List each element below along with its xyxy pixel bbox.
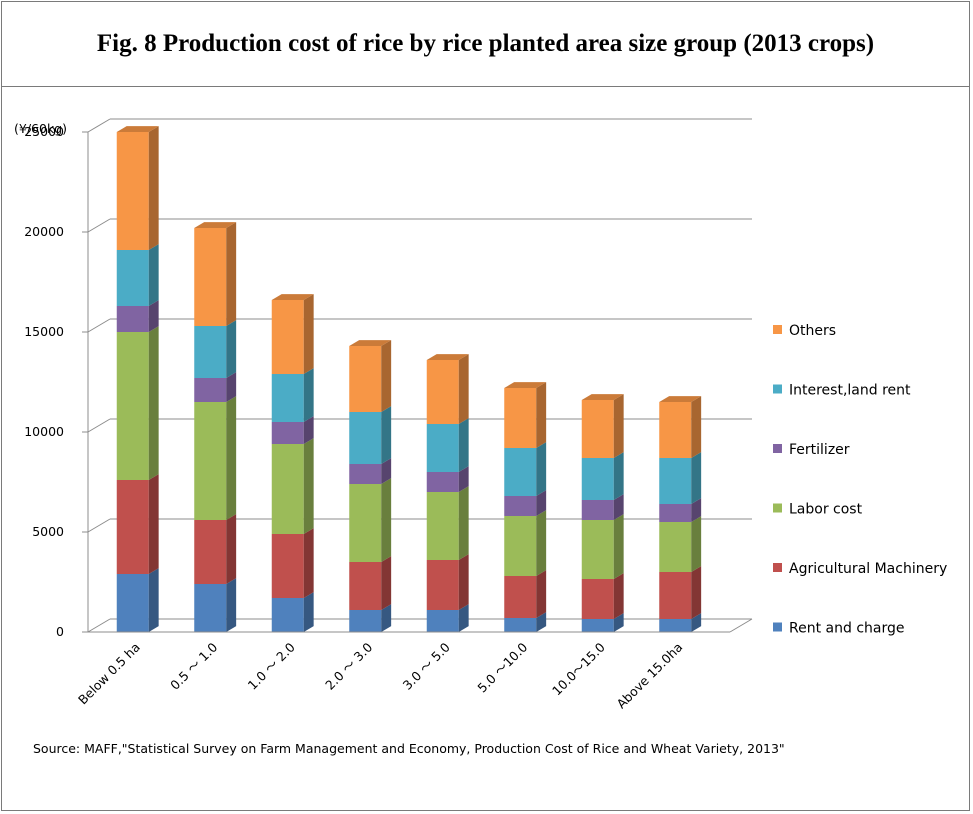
bar-segment bbox=[426, 466, 469, 492]
legend-label: Rent and charge bbox=[789, 621, 904, 637]
legend-item: Interest,land rent bbox=[773, 383, 911, 399]
bar-segment bbox=[116, 244, 159, 306]
bar-segment bbox=[194, 320, 237, 378]
x-tick-label: 0.5 ～ 1.0 bbox=[167, 639, 220, 692]
bar-segment bbox=[426, 486, 469, 560]
bar-segment bbox=[426, 418, 469, 472]
title-box: Fig. 8 Production cost of rice by rice p… bbox=[2, 2, 969, 87]
bar-segment bbox=[271, 294, 314, 374]
bar-segment bbox=[504, 570, 547, 618]
bar-segment bbox=[581, 452, 624, 500]
bar-segment bbox=[116, 300, 159, 332]
bars bbox=[116, 126, 702, 632]
legend-item: Others bbox=[773, 323, 836, 339]
x-tick-label: 5.0 ～10.0 bbox=[474, 639, 530, 695]
legend-item: Fertilizer bbox=[773, 442, 850, 458]
bar-segment bbox=[581, 573, 624, 619]
x-axis-depth bbox=[729, 618, 753, 633]
bar-segment bbox=[116, 126, 159, 250]
legend-swatch bbox=[773, 384, 782, 394]
legend-swatch bbox=[773, 563, 782, 572]
gridline-depth bbox=[87, 318, 111, 333]
legend-swatch bbox=[773, 325, 782, 334]
x-tick-label: Below 0.5 ha bbox=[75, 640, 143, 708]
bar-segment bbox=[271, 368, 314, 422]
bar-segment bbox=[426, 354, 469, 424]
gridline-depth bbox=[87, 418, 111, 433]
legend-swatch bbox=[773, 503, 782, 513]
bar-segment bbox=[581, 613, 624, 632]
gridline-depth bbox=[87, 518, 111, 533]
bar-segment bbox=[581, 394, 624, 458]
bar-segment bbox=[504, 442, 547, 496]
bar-segment bbox=[659, 516, 702, 572]
x-tick-label: 1.0 ～ 2.0 bbox=[245, 639, 298, 692]
bar-segment bbox=[271, 592, 314, 632]
bar-segment bbox=[581, 514, 624, 579]
x-tick-label: 2.0 ～ 3.0 bbox=[322, 639, 375, 692]
x-tick-label: Above 15.0ha bbox=[614, 640, 686, 712]
gridline-depth bbox=[87, 118, 111, 133]
gridline-depth bbox=[87, 218, 111, 233]
legend-item: Labor cost bbox=[773, 502, 863, 518]
bar-segment bbox=[349, 406, 392, 464]
bar-segment bbox=[349, 604, 392, 632]
bar-segment bbox=[271, 416, 314, 444]
y-tick-label: 0 bbox=[56, 624, 64, 639]
bar-segment bbox=[504, 612, 547, 632]
y-tick-label: 10000 bbox=[24, 424, 64, 439]
legend-item: Agricultural Machinery bbox=[773, 561, 947, 577]
bar-segment bbox=[271, 528, 314, 598]
bar-segment bbox=[116, 568, 159, 632]
legend-label: Agricultural Machinery bbox=[789, 561, 947, 577]
bar-segment bbox=[194, 514, 237, 584]
legend: Others Interest,land rent Fertilizer Labor … bbox=[773, 323, 947, 637]
bar-segment bbox=[659, 498, 702, 522]
legend-label: Labor cost bbox=[789, 502, 863, 518]
bar-segment bbox=[116, 474, 159, 574]
bar-segment bbox=[659, 566, 702, 619]
gridline-depth bbox=[87, 618, 111, 633]
legend-swatch bbox=[773, 444, 782, 453]
legend-label: Fertilizer bbox=[789, 442, 850, 458]
legend-label: Interest,land rent bbox=[789, 383, 911, 399]
bar-segment bbox=[659, 396, 702, 458]
y-tick-label: 25000 bbox=[24, 124, 64, 139]
bar-segment bbox=[659, 613, 702, 632]
y-tick-label: 15000 bbox=[24, 324, 64, 339]
bar-segment bbox=[194, 222, 237, 326]
bar-segment bbox=[349, 478, 392, 562]
bar-segment bbox=[349, 458, 392, 484]
legend-swatch bbox=[773, 622, 782, 632]
y-tick-label: 5000 bbox=[32, 524, 64, 539]
y-axis-label: (¥/60kg) bbox=[14, 121, 67, 136]
legend-label: Others bbox=[789, 323, 836, 339]
legend-item: Rent and charge bbox=[773, 621, 904, 637]
chart-title: Fig. 8 Production cost of rice by rice p… bbox=[96, 30, 875, 57]
source-note: Source: MAFF,"Statistical Survey on Farm… bbox=[33, 741, 785, 756]
bar-segment bbox=[194, 578, 237, 632]
bar-segment bbox=[349, 556, 392, 610]
x-tick-label: 10.0～15.0 bbox=[549, 639, 608, 698]
bar-segment bbox=[504, 382, 547, 448]
bar-segment bbox=[659, 452, 702, 504]
bar-segment bbox=[504, 490, 547, 516]
bar-segment bbox=[504, 510, 547, 576]
bar-segment bbox=[194, 396, 237, 520]
grid-lines bbox=[87, 118, 752, 633]
bar-segment bbox=[426, 554, 469, 610]
x-tick-label: 3.0 ～ 5.0 bbox=[400, 639, 453, 692]
y-tick-label: 20000 bbox=[24, 224, 64, 239]
bar-segment bbox=[581, 494, 624, 520]
bar-segment bbox=[426, 604, 469, 632]
bar-segment bbox=[349, 340, 392, 412]
bar-segment bbox=[271, 438, 314, 534]
bar-segment bbox=[116, 326, 159, 480]
bar-segment bbox=[194, 372, 237, 402]
